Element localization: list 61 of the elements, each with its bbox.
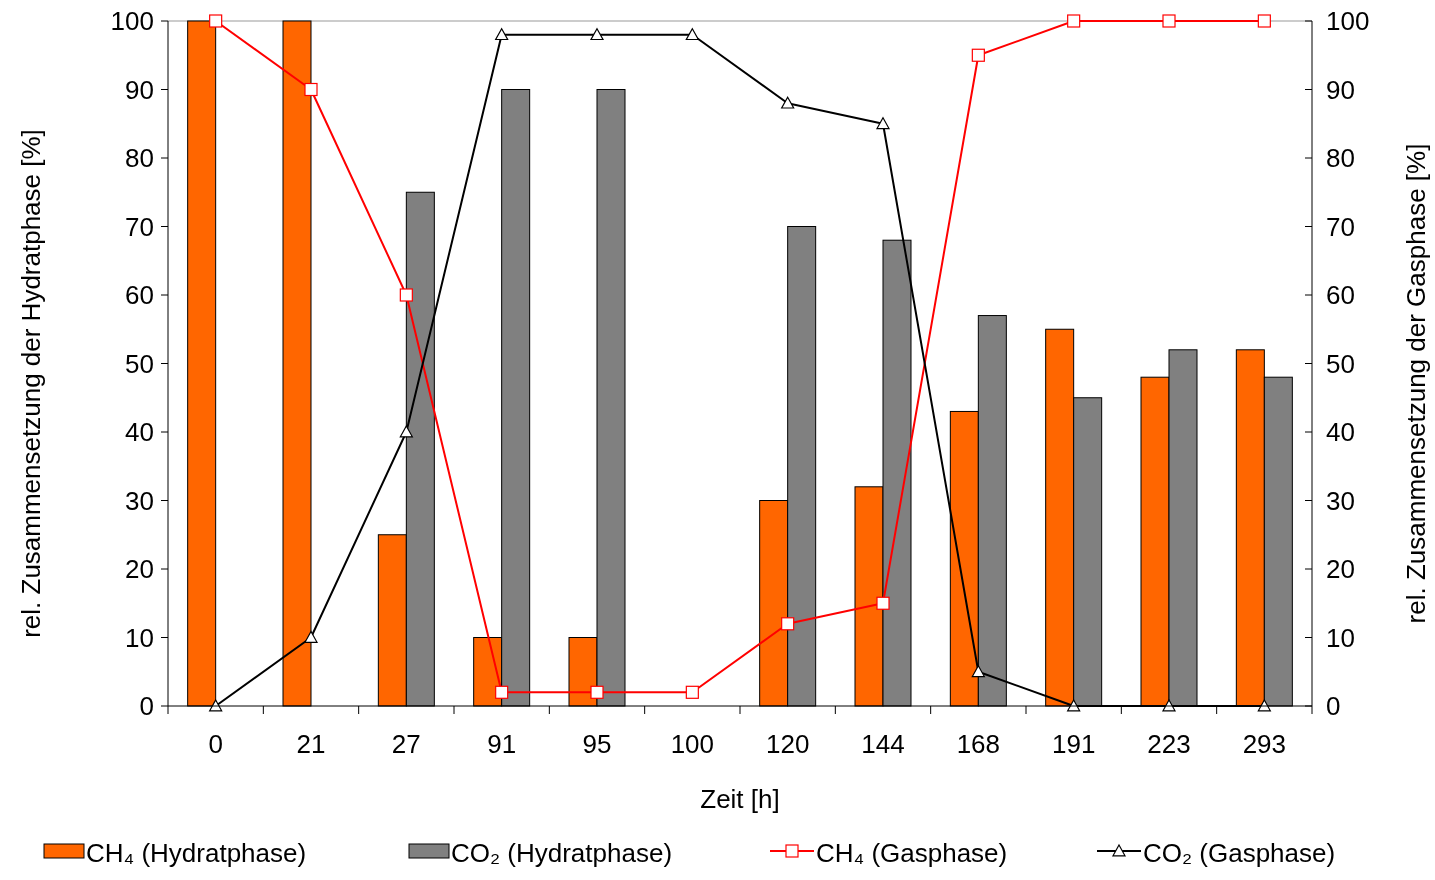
- x-tick-label: 0: [208, 729, 223, 759]
- x-tick-label: 27: [391, 729, 421, 759]
- y-tick-label: 50: [125, 348, 154, 379]
- point: [971, 48, 985, 62]
- y-tick-label: 10: [125, 622, 154, 653]
- y-axis-title: rel. Zusammensetzung der Hydratphase [%]: [16, 129, 46, 638]
- y2-tick-label: 70: [1326, 211, 1355, 242]
- x-tick-label: 91: [487, 729, 517, 759]
- point: [1067, 14, 1081, 28]
- y-tick-label: 90: [125, 74, 154, 105]
- legend-label: CO₂ (Hydratphase): [451, 838, 673, 868]
- point: [685, 685, 699, 699]
- x-tick-label: 223: [1147, 729, 1191, 759]
- point: [781, 96, 795, 109]
- y2-tick-label: 90: [1326, 74, 1355, 105]
- x-tick-label: 100: [670, 729, 715, 759]
- point: [304, 82, 318, 97]
- y2-tick-label: 80: [1326, 143, 1355, 174]
- point: [876, 117, 890, 130]
- y2-tick-label: 30: [1326, 485, 1355, 516]
- x-axis-title: Zeit [h]: [700, 784, 780, 814]
- y-tick-label: 100: [110, 6, 154, 37]
- y-tick-label: 30: [125, 485, 154, 516]
- y-tick-label: 40: [125, 417, 154, 448]
- y2-tick-label: 0: [1326, 691, 1341, 722]
- point: [304, 630, 318, 643]
- y-tick-label: 0: [139, 691, 154, 722]
- x-tick-label: 168: [956, 729, 1001, 759]
- point: [1257, 14, 1271, 28]
- legend-label: CH₄ (Gasphase): [816, 838, 1008, 868]
- y-tick-label: 20: [125, 554, 154, 585]
- point: [971, 665, 985, 678]
- y2-tick-label: 60: [1326, 280, 1355, 311]
- y-tick-label: 80: [125, 143, 154, 174]
- y2-tick-label: 40: [1326, 417, 1355, 448]
- y-tick-label: 60: [125, 280, 154, 311]
- x-tick-label: 95: [582, 729, 612, 759]
- y2-axis-title: rel. Zusammensetzung der Gasphase [%]: [1401, 143, 1431, 624]
- point: [399, 425, 413, 438]
- point: [495, 685, 509, 699]
- point: [685, 28, 699, 41]
- y2-tick-label: 10: [1326, 622, 1355, 653]
- point: [209, 14, 223, 28]
- y2-tick-label: 100: [1326, 6, 1370, 37]
- point: [590, 28, 604, 41]
- point: [399, 288, 413, 302]
- y2-tick-label: 20: [1326, 554, 1355, 585]
- y-tick-label: 70: [125, 211, 154, 242]
- point: [495, 28, 509, 41]
- x-tick-label: 191: [1051, 729, 1096, 759]
- x-tick-label: 144: [861, 729, 905, 759]
- point: [1162, 14, 1176, 28]
- y2-tick-label: 50: [1326, 348, 1355, 379]
- point: [590, 685, 604, 699]
- legend-label: CH₄ (Hydratphase): [86, 838, 307, 868]
- legend-label: CO₂ (Gasphase): [1143, 838, 1336, 868]
- x-tick-label: 120: [765, 729, 810, 759]
- x-tick-label: 21: [296, 729, 326, 759]
- point: [781, 617, 795, 631]
- x-tick-label: 293: [1242, 729, 1287, 759]
- point: [876, 596, 890, 610]
